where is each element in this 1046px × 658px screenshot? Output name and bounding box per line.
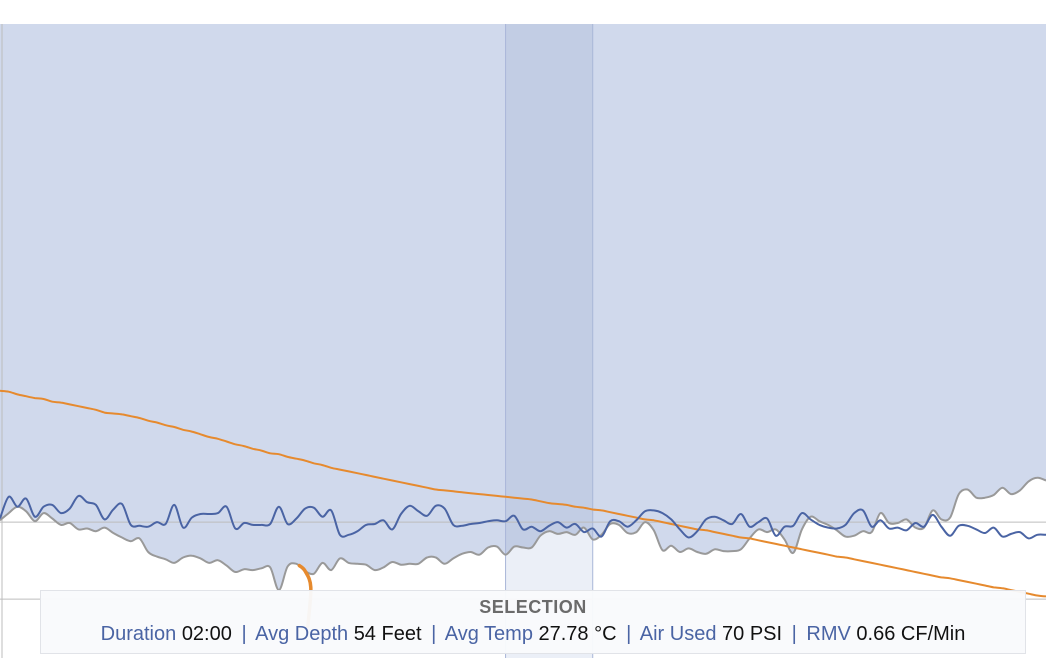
duration-value: 02:00: [181, 623, 232, 645]
temperature-line: [0, 494, 1046, 540]
stat-separator: |: [626, 623, 632, 645]
avg-depth-label: Avg Depth: [255, 623, 349, 645]
stat-separator: |: [241, 623, 247, 645]
selection-title: SELECTION: [479, 597, 587, 617]
air-used-value: 70 PSI: [722, 623, 783, 645]
selection-stats: Duration 02:00 | Avg Depth 54 Feet | Avg…: [41, 621, 1025, 647]
avg-temp-value: 27.78 °C: [538, 623, 617, 645]
rmv-value: 0.66 CF/Min: [856, 623, 966, 645]
stat-separator: |: [431, 623, 437, 645]
stat-separator: |: [791, 623, 797, 645]
avg-depth-value: 54 Feet: [353, 623, 422, 645]
selection-summary-panel: SELECTION Duration 02:00 | Avg Depth 54 …: [40, 590, 1026, 654]
depth-profile-line: [0, 476, 1046, 592]
duration-label: Duration: [100, 623, 177, 645]
air-used-label: Air Used: [639, 623, 717, 645]
selection-band: [505, 24, 593, 591]
avg-temp-label: Avg Temp: [444, 623, 533, 645]
rmv-label: RMV: [806, 623, 851, 645]
tank-pressure-line: [0, 389, 1046, 598]
